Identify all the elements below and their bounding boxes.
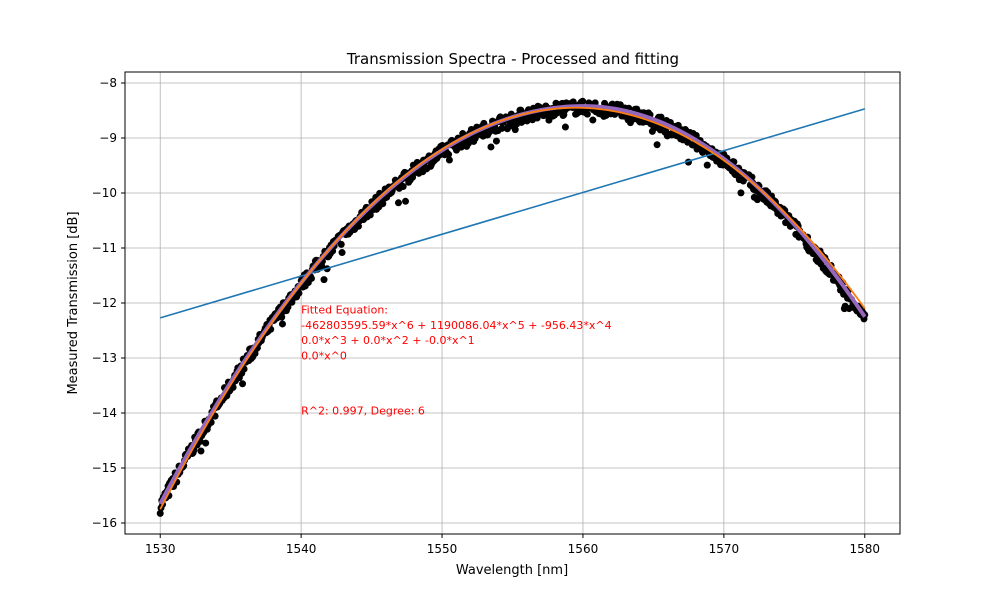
x-tick-label: 1560 xyxy=(568,542,599,556)
polynomial-fit-line xyxy=(159,106,866,510)
data-point xyxy=(239,380,247,388)
data-point xyxy=(703,161,711,169)
y-tick-label: −12 xyxy=(92,296,117,310)
data-point xyxy=(402,197,410,205)
data-point xyxy=(487,143,495,151)
x-tick-label: 1540 xyxy=(286,542,317,556)
data-point xyxy=(583,110,591,118)
data-point xyxy=(202,439,210,447)
data-point xyxy=(320,276,328,284)
annotation-line: R^2: 0.997, Degree: 6 xyxy=(301,404,425,417)
data-point xyxy=(338,249,346,257)
x-axis: 1530 1540 1550 1560 1570 1580 xyxy=(145,534,880,556)
data-point xyxy=(379,200,387,208)
data-point xyxy=(337,240,345,248)
data-point xyxy=(457,143,465,151)
data-point xyxy=(445,156,453,164)
plot-area xyxy=(156,97,869,517)
annotation-line: Fitted Equation: xyxy=(301,304,388,317)
y-axis-label: Measured Transmission [dB] xyxy=(66,211,81,394)
data-point xyxy=(653,141,661,149)
data-point xyxy=(307,274,315,282)
data-point xyxy=(295,289,303,297)
y-tick-label: −14 xyxy=(92,406,117,420)
data-point xyxy=(399,183,407,191)
data-point xyxy=(561,123,569,131)
data-point xyxy=(579,97,587,105)
x-tick-label: 1570 xyxy=(709,542,740,556)
data-point xyxy=(229,383,237,391)
y-tick-label: −16 xyxy=(92,516,117,530)
data-point xyxy=(511,126,519,134)
x-tick-label: 1580 xyxy=(849,542,880,556)
y-tick-label: −15 xyxy=(92,461,117,475)
y-tick-label: −8 xyxy=(99,76,117,90)
data-point xyxy=(156,509,164,517)
y-axis: −16 −15 −14 −13 −12 −11 −10 −9 −8 xyxy=(92,76,125,530)
data-point xyxy=(589,116,597,124)
y-tick-label: −11 xyxy=(92,241,117,255)
data-point xyxy=(471,134,479,142)
data-point xyxy=(278,313,286,321)
x-axis-label: Wavelength [nm] xyxy=(456,563,568,578)
data-point xyxy=(498,124,506,132)
data-point xyxy=(197,447,205,455)
chart-title: Transmission Spectra - Processed and fit… xyxy=(346,50,679,68)
annotation-line: 0.0*x^0 xyxy=(301,349,347,362)
x-tick-label: 1550 xyxy=(427,542,458,556)
linear-fit-line xyxy=(160,108,865,319)
data-point xyxy=(737,189,745,197)
data-point xyxy=(492,137,500,145)
data-point xyxy=(278,320,286,328)
y-tick-label: −13 xyxy=(92,351,117,365)
data-point xyxy=(445,150,453,158)
annotation-line: -462803595.59*x^6 + 1190086.04*x^5 + -95… xyxy=(301,319,612,332)
y-tick-label: −10 xyxy=(92,186,117,200)
x-tick-label: 1530 xyxy=(145,542,176,556)
annotation-line: 0.0*x^3 + 0.0*x^2 + -0.0*x^1 xyxy=(301,334,475,347)
data-point xyxy=(355,222,362,230)
data-point xyxy=(394,199,402,207)
y-tick-label: −9 xyxy=(99,131,117,145)
fit-annotations: Fitted Equation: -462803595.59*x^6 + 1190… xyxy=(301,304,612,418)
